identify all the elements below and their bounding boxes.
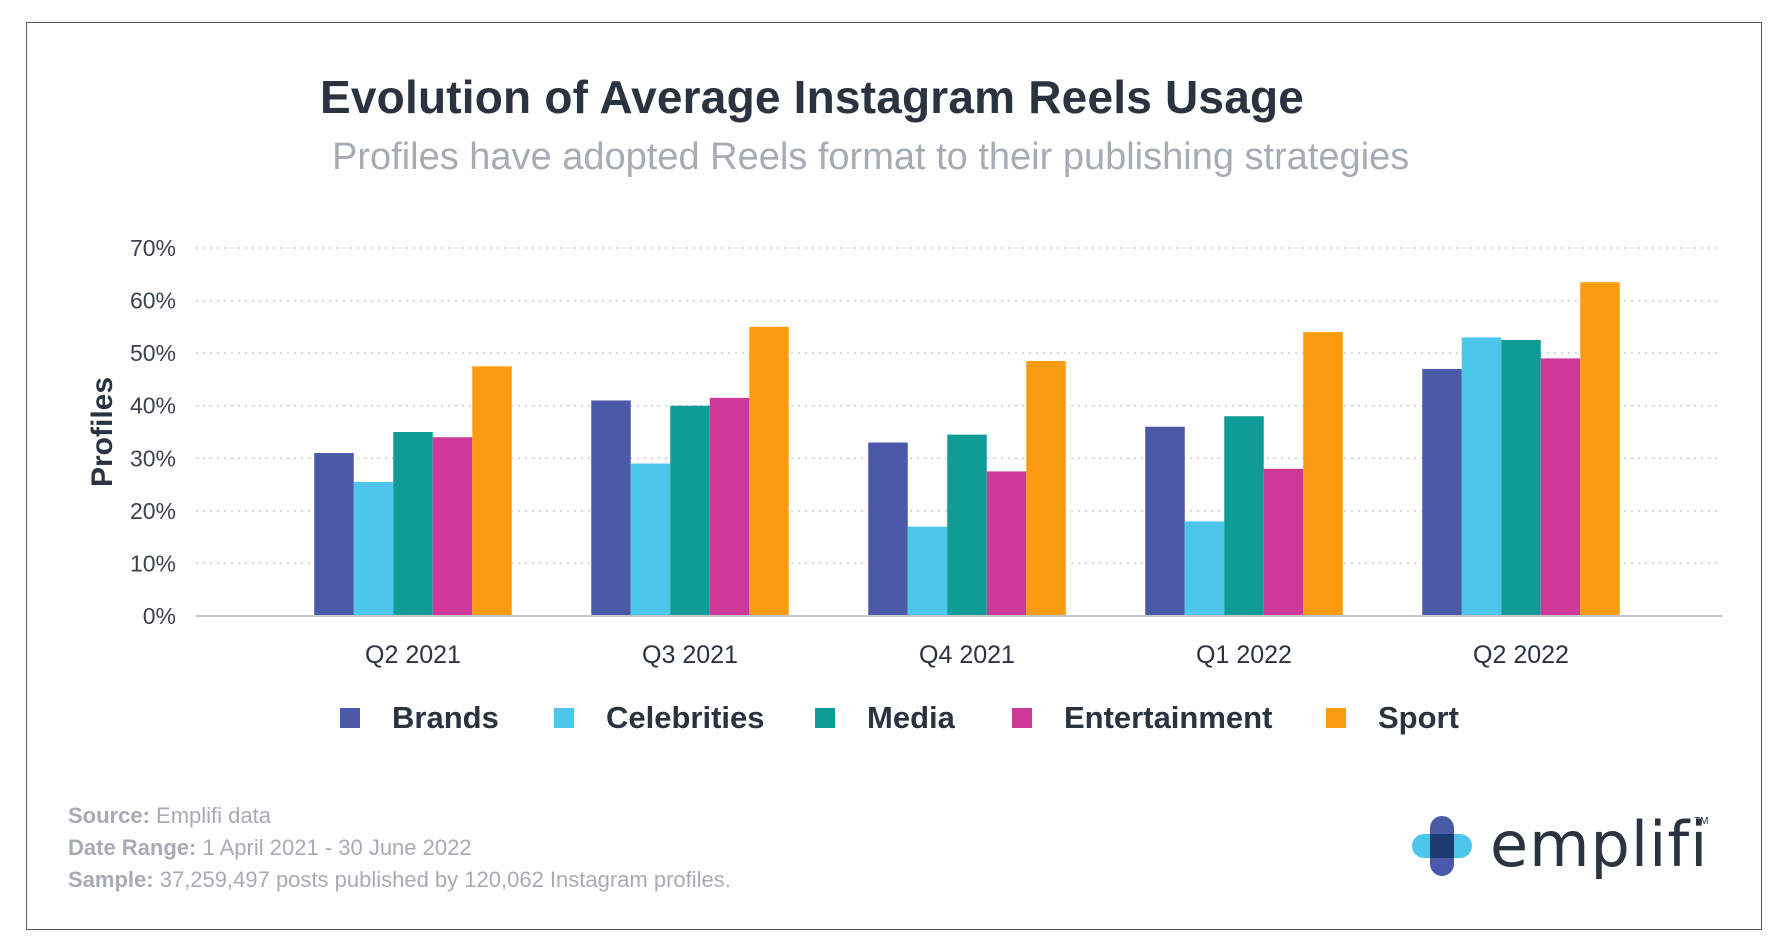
bar-media [1501,340,1541,616]
legend-label: Entertainment [1064,700,1273,735]
bar-entertainment [986,471,1027,616]
bar-sport [749,326,789,616]
bar-sport [472,366,512,616]
x-tick-label: Q2 2021 [365,641,461,669]
bar-entertainment [432,437,473,616]
bar-brands [868,442,908,616]
bar-entertainment [1540,358,1581,616]
x-tick-label: Q1 2022 [1196,641,1292,669]
legend-item-brands: Brands [340,700,499,736]
bar-celebrities [353,481,394,616]
y-tick-label: 10% [130,550,176,576]
bar-media [947,434,987,616]
y-axis-label: Profiles [86,377,119,487]
y-tick-label: 30% [130,445,176,471]
legend: Brands Celebrities Media Entertainment Sport [0,700,1790,750]
chart-subtitle: Profiles have adopted Reels format to th… [332,136,1410,178]
bar-entertainment [1263,468,1304,616]
legend-item-media: Media [815,700,955,736]
legend-label: Celebrities [606,700,765,735]
x-tick-label: Q2 2022 [1473,641,1569,669]
sample-value: 37,259,497 posts published by 120,062 In… [159,867,731,892]
y-tick-label: 0% [143,603,176,629]
bar-entertainment [709,397,750,616]
chart-title: Evolution of Average Instagram Reels Usa… [320,71,1305,123]
trademark-mark: TM [1694,816,1709,827]
bar-sport [1580,282,1620,616]
bar-media [393,432,433,616]
bar-sport [1026,361,1066,616]
legend-item-celebrities: Celebrities [554,700,765,736]
y-tick-label: 40% [130,393,176,419]
x-tick-label: Q4 2021 [919,641,1015,669]
legend-label: Media [867,700,955,735]
emplifi-logo: emplifi TM [1410,808,1710,884]
legend-item-sport: Sport [1326,700,1459,736]
legend-swatch [1326,708,1346,728]
emplifi-logo-icon [1412,816,1472,876]
bar-sport [1303,332,1343,616]
emplifi-logo-text: emplifi [1490,808,1709,881]
footer-notes: Source: Emplifi data Date Range: 1 April… [68,800,731,896]
y-tick-label: 50% [130,340,176,366]
y-tick-label: 60% [130,288,176,314]
y-tick-label: 70% [130,235,176,261]
sample-label: Sample: [68,867,154,892]
x-tick-label: Q3 2021 [642,641,738,669]
legend-swatch [815,708,835,728]
bar-brands [1422,368,1462,616]
bar-celebrities [907,526,948,616]
bar-brands [1145,426,1185,616]
bar-brands [591,400,631,616]
date-range-label: Date Range: [68,835,197,860]
bar-celebrities [630,463,671,616]
legend-swatch [554,708,574,728]
legend-label: Sport [1378,700,1459,735]
y-tick-label: 20% [130,498,176,524]
legend-swatch [1012,708,1032,728]
bar-media [1224,416,1264,616]
legend-swatch [340,708,360,728]
legend-item-entertainment: Entertainment [1012,700,1272,736]
source-value: Emplifi data [156,803,271,828]
source-line: Source: Emplifi data [68,800,731,832]
date-range-line: Date Range: 1 April 2021 - 30 June 2022 [68,832,731,864]
source-label: Source: [68,803,150,828]
date-range-value: 1 April 2021 - 30 June 2022 [202,835,472,860]
bar-celebrities [1461,337,1502,616]
legend-label: Brands [392,700,499,735]
bar-celebrities [1184,521,1225,616]
bar-brands [314,453,354,616]
bar-media [670,405,710,616]
sample-line: Sample: 37,259,497 posts published by 12… [68,864,731,896]
